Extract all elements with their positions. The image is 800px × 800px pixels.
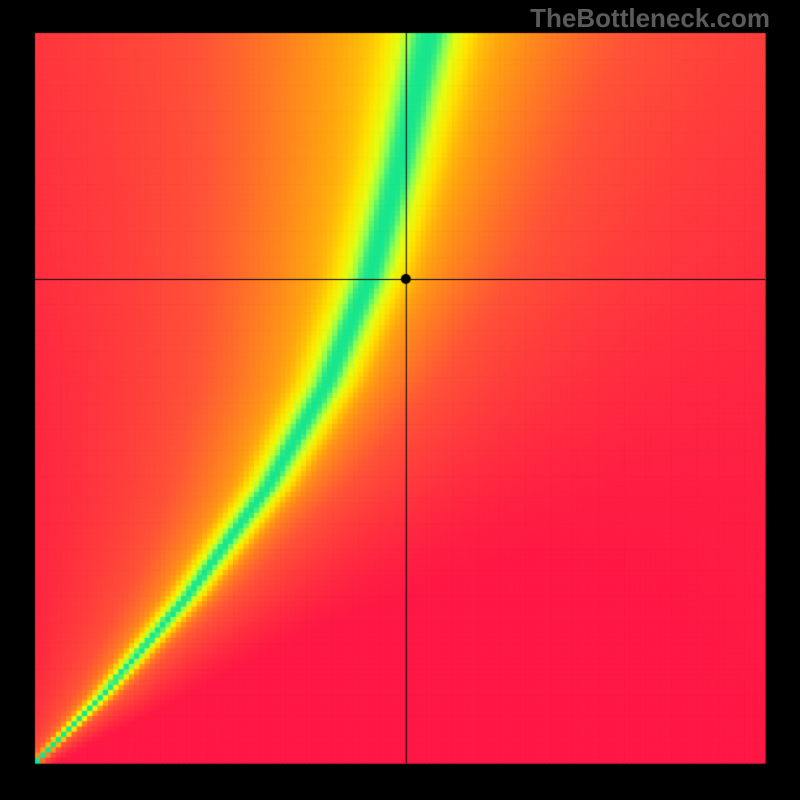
chart-container: TheBottleneck.com xyxy=(0,0,800,800)
watermark-text: TheBottleneck.com xyxy=(530,3,770,34)
bottleneck-heatmap xyxy=(0,0,800,800)
